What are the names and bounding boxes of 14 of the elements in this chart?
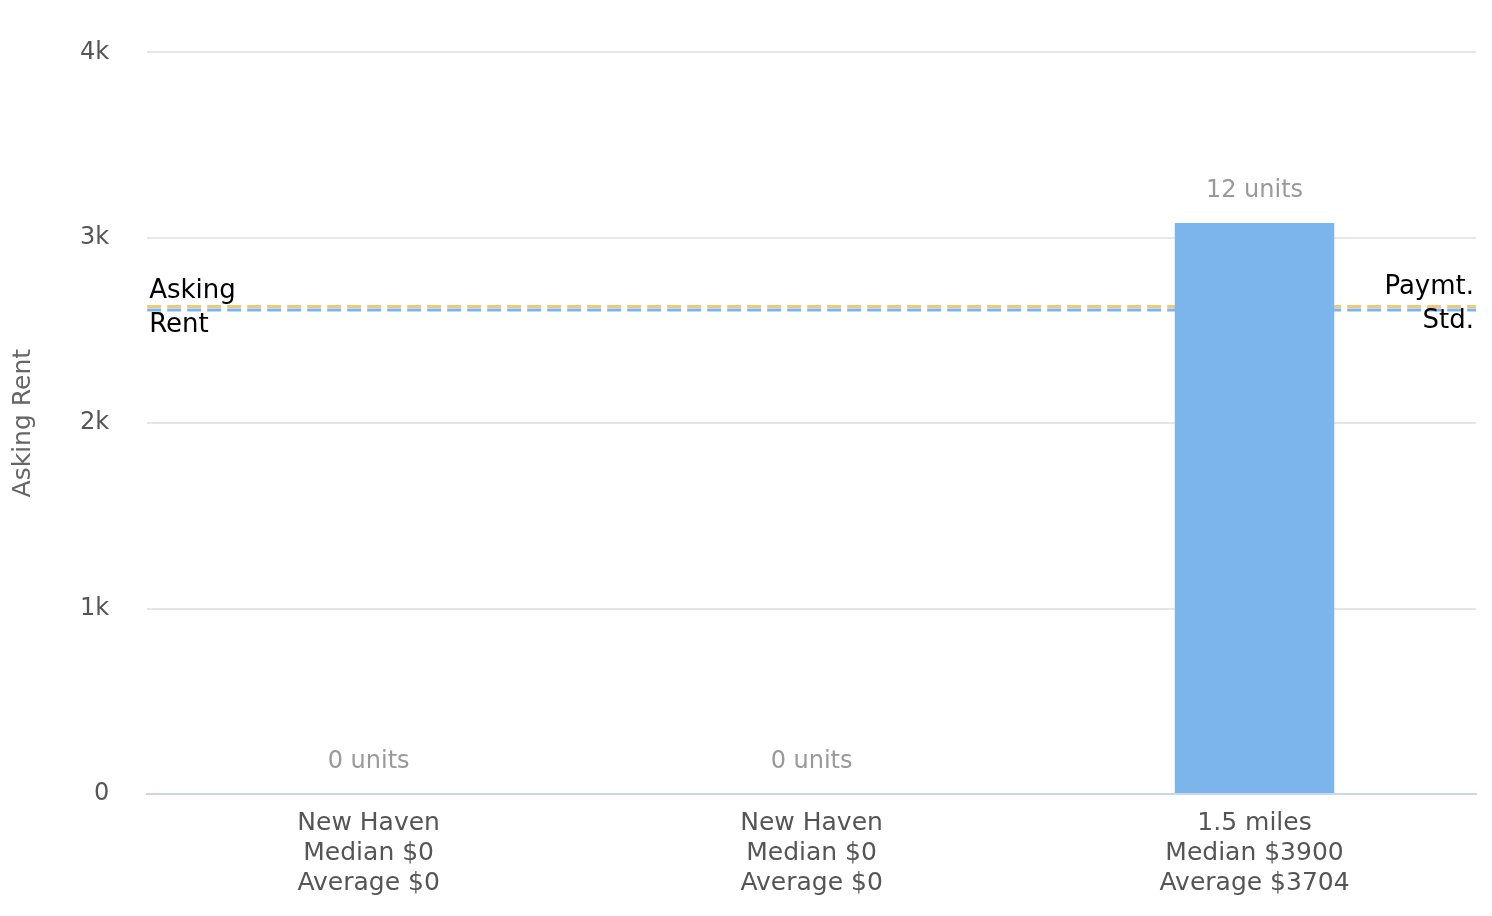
annotation: 0 units <box>327 746 410 775</box>
y-tick-label: 0 <box>93 778 110 807</box>
ref-line-label: Paymt. Std. <box>1384 270 1474 335</box>
annotation: 0 units <box>770 746 853 775</box>
y-axis-title: Asking Rent <box>6 348 36 498</box>
x-tick-label: 1.5 miles Median $3900 Average $3704 <box>1159 806 1350 896</box>
ref-line-label: Asking Rent <box>149 273 236 338</box>
x-tick-label: New Haven Median $0 Average $0 <box>740 806 883 896</box>
y-tick-label: 1k <box>80 592 110 621</box>
x-tick-label: New Haven Median $0 Average $0 <box>297 806 440 896</box>
y-tick-label: 3k <box>80 222 110 251</box>
y-tick-label: 4k <box>80 36 110 65</box>
annotation: 12 units <box>1205 175 1304 204</box>
y-tick-label: 2k <box>80 407 110 436</box>
